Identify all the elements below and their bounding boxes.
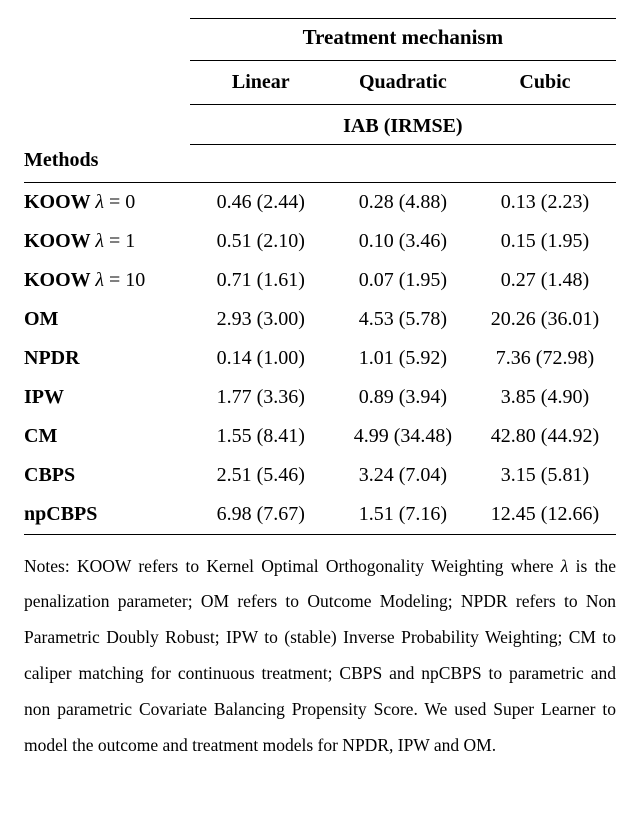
table-row: npCBPS6.98 (7.67)1.51 (7.16)12.45 (12.66… bbox=[24, 495, 616, 535]
cell-linear: 1.77 (3.36) bbox=[190, 378, 332, 417]
cell-cubic: 3.15 (5.81) bbox=[474, 456, 616, 495]
cell-linear: 2.51 (5.46) bbox=[190, 456, 332, 495]
table-container: Treatment mechanism Linear Quadratic Cub… bbox=[0, 0, 640, 788]
cell-quadratic: 3.24 (7.04) bbox=[332, 456, 474, 495]
cell-quadratic: 4.53 (5.78) bbox=[332, 300, 474, 339]
cell-linear: 6.98 (7.67) bbox=[190, 495, 332, 535]
cell-quadratic: 0.07 (1.95) bbox=[332, 261, 474, 300]
table-row: IPW1.77 (3.36)0.89 (3.94)3.85 (4.90) bbox=[24, 378, 616, 417]
table-row: NPDR0.14 (1.00)1.01 (5.92)7.36 (72.98) bbox=[24, 339, 616, 378]
table-row: KOOW λ = 00.46 (2.44)0.28 (4.88)0.13 (2.… bbox=[24, 182, 616, 222]
header-iab-irmse: IAB (IRMSE) bbox=[190, 105, 616, 145]
cell-cubic: 0.13 (2.23) bbox=[474, 182, 616, 222]
table-row: KOOW λ = 100.71 (1.61)0.07 (1.95)0.27 (1… bbox=[24, 261, 616, 300]
cell-cubic: 0.27 (1.48) bbox=[474, 261, 616, 300]
cell-cubic: 20.26 (36.01) bbox=[474, 300, 616, 339]
cell-linear: 0.71 (1.61) bbox=[190, 261, 332, 300]
method-name: KOOW λ = 1 bbox=[24, 222, 190, 261]
header-methods: Methods bbox=[24, 145, 190, 183]
table-row: CBPS2.51 (5.46)3.24 (7.04)3.15 (5.81) bbox=[24, 456, 616, 495]
cell-quadratic: 0.10 (3.46) bbox=[332, 222, 474, 261]
cell-cubic: 7.36 (72.98) bbox=[474, 339, 616, 378]
table-notes: Notes: KOOW refers to Kernel Optimal Ort… bbox=[24, 549, 616, 764]
cell-linear: 0.14 (1.00) bbox=[190, 339, 332, 378]
table-row: KOOW λ = 10.51 (2.10)0.10 (3.46)0.15 (1.… bbox=[24, 222, 616, 261]
cell-quadratic: 4.99 (34.48) bbox=[332, 417, 474, 456]
cell-linear: 0.51 (2.10) bbox=[190, 222, 332, 261]
header-treatment-mechanism: Treatment mechanism bbox=[190, 19, 616, 61]
method-name: OM bbox=[24, 300, 190, 339]
method-name: KOOW λ = 10 bbox=[24, 261, 190, 300]
method-name: IPW bbox=[24, 378, 190, 417]
table-row: CM1.55 (8.41)4.99 (34.48)42.80 (44.92) bbox=[24, 417, 616, 456]
method-name: CM bbox=[24, 417, 190, 456]
header-linear: Linear bbox=[190, 61, 332, 105]
cell-linear: 1.55 (8.41) bbox=[190, 417, 332, 456]
results-table: Treatment mechanism Linear Quadratic Cub… bbox=[24, 18, 616, 535]
method-name: npCBPS bbox=[24, 495, 190, 535]
header-quadratic: Quadratic bbox=[332, 61, 474, 105]
table-row: OM2.93 (3.00)4.53 (5.78)20.26 (36.01) bbox=[24, 300, 616, 339]
cell-cubic: 12.45 (12.66) bbox=[474, 495, 616, 535]
method-name: KOOW λ = 0 bbox=[24, 182, 190, 222]
cell-quadratic: 1.51 (7.16) bbox=[332, 495, 474, 535]
method-name: NPDR bbox=[24, 339, 190, 378]
cell-linear: 0.46 (2.44) bbox=[190, 182, 332, 222]
cell-cubic: 3.85 (4.90) bbox=[474, 378, 616, 417]
table-body: KOOW λ = 00.46 (2.44)0.28 (4.88)0.13 (2.… bbox=[24, 182, 616, 534]
cell-quadratic: 0.89 (3.94) bbox=[332, 378, 474, 417]
cell-quadratic: 1.01 (5.92) bbox=[332, 339, 474, 378]
cell-cubic: 0.15 (1.95) bbox=[474, 222, 616, 261]
header-cubic: Cubic bbox=[474, 61, 616, 105]
cell-linear: 2.93 (3.00) bbox=[190, 300, 332, 339]
method-name: CBPS bbox=[24, 456, 190, 495]
cell-quadratic: 0.28 (4.88) bbox=[332, 182, 474, 222]
cell-cubic: 42.80 (44.92) bbox=[474, 417, 616, 456]
